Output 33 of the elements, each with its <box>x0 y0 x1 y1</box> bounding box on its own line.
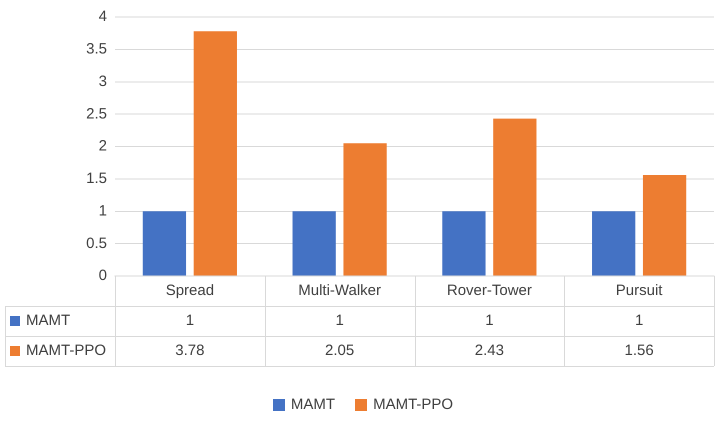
y-tick-label: 3 <box>98 72 107 90</box>
data-label: 1 <box>634 312 644 330</box>
data-label: 1 <box>335 312 344 330</box>
data-label: 1 <box>485 312 494 330</box>
x-tick-label: Rover-Tower <box>446 282 532 300</box>
bar <box>142 211 186 276</box>
y-tick-label: 2.5 <box>86 105 107 122</box>
y-tick-label: 0 <box>98 267 107 284</box>
y-tick-label: 1.5 <box>86 170 107 188</box>
legend-label: MAMT <box>26 312 70 330</box>
x-tick-label: Multi-Walker <box>298 282 382 300</box>
data-label: 2.05 <box>325 342 354 360</box>
data-label: 2.43 <box>474 342 504 360</box>
y-tick-label: 4 <box>98 8 107 26</box>
bar <box>642 174 686 276</box>
x-tick-label: Spread <box>166 282 214 300</box>
bar <box>194 31 237 276</box>
bar <box>343 143 387 276</box>
text: MAMT-PPO <box>373 396 454 413</box>
y-tick-label: 1 <box>98 202 107 220</box>
data-label: 1 <box>186 312 194 330</box>
data-label: 1.56 <box>624 342 654 360</box>
bar <box>592 211 636 276</box>
data-label: 3.78 <box>175 342 204 360</box>
x-tick-label: Pursuit <box>616 282 664 300</box>
y-tick-label: 3.5 <box>86 40 107 58</box>
bar <box>493 118 536 276</box>
y-tick-label: 0.5 <box>86 234 107 252</box>
text: MAMT <box>290 396 336 413</box>
bar <box>292 211 336 276</box>
y-tick-label: 2 <box>98 138 107 155</box>
bar <box>442 211 486 276</box>
legend-label: MAMT-PPO <box>26 342 106 360</box>
